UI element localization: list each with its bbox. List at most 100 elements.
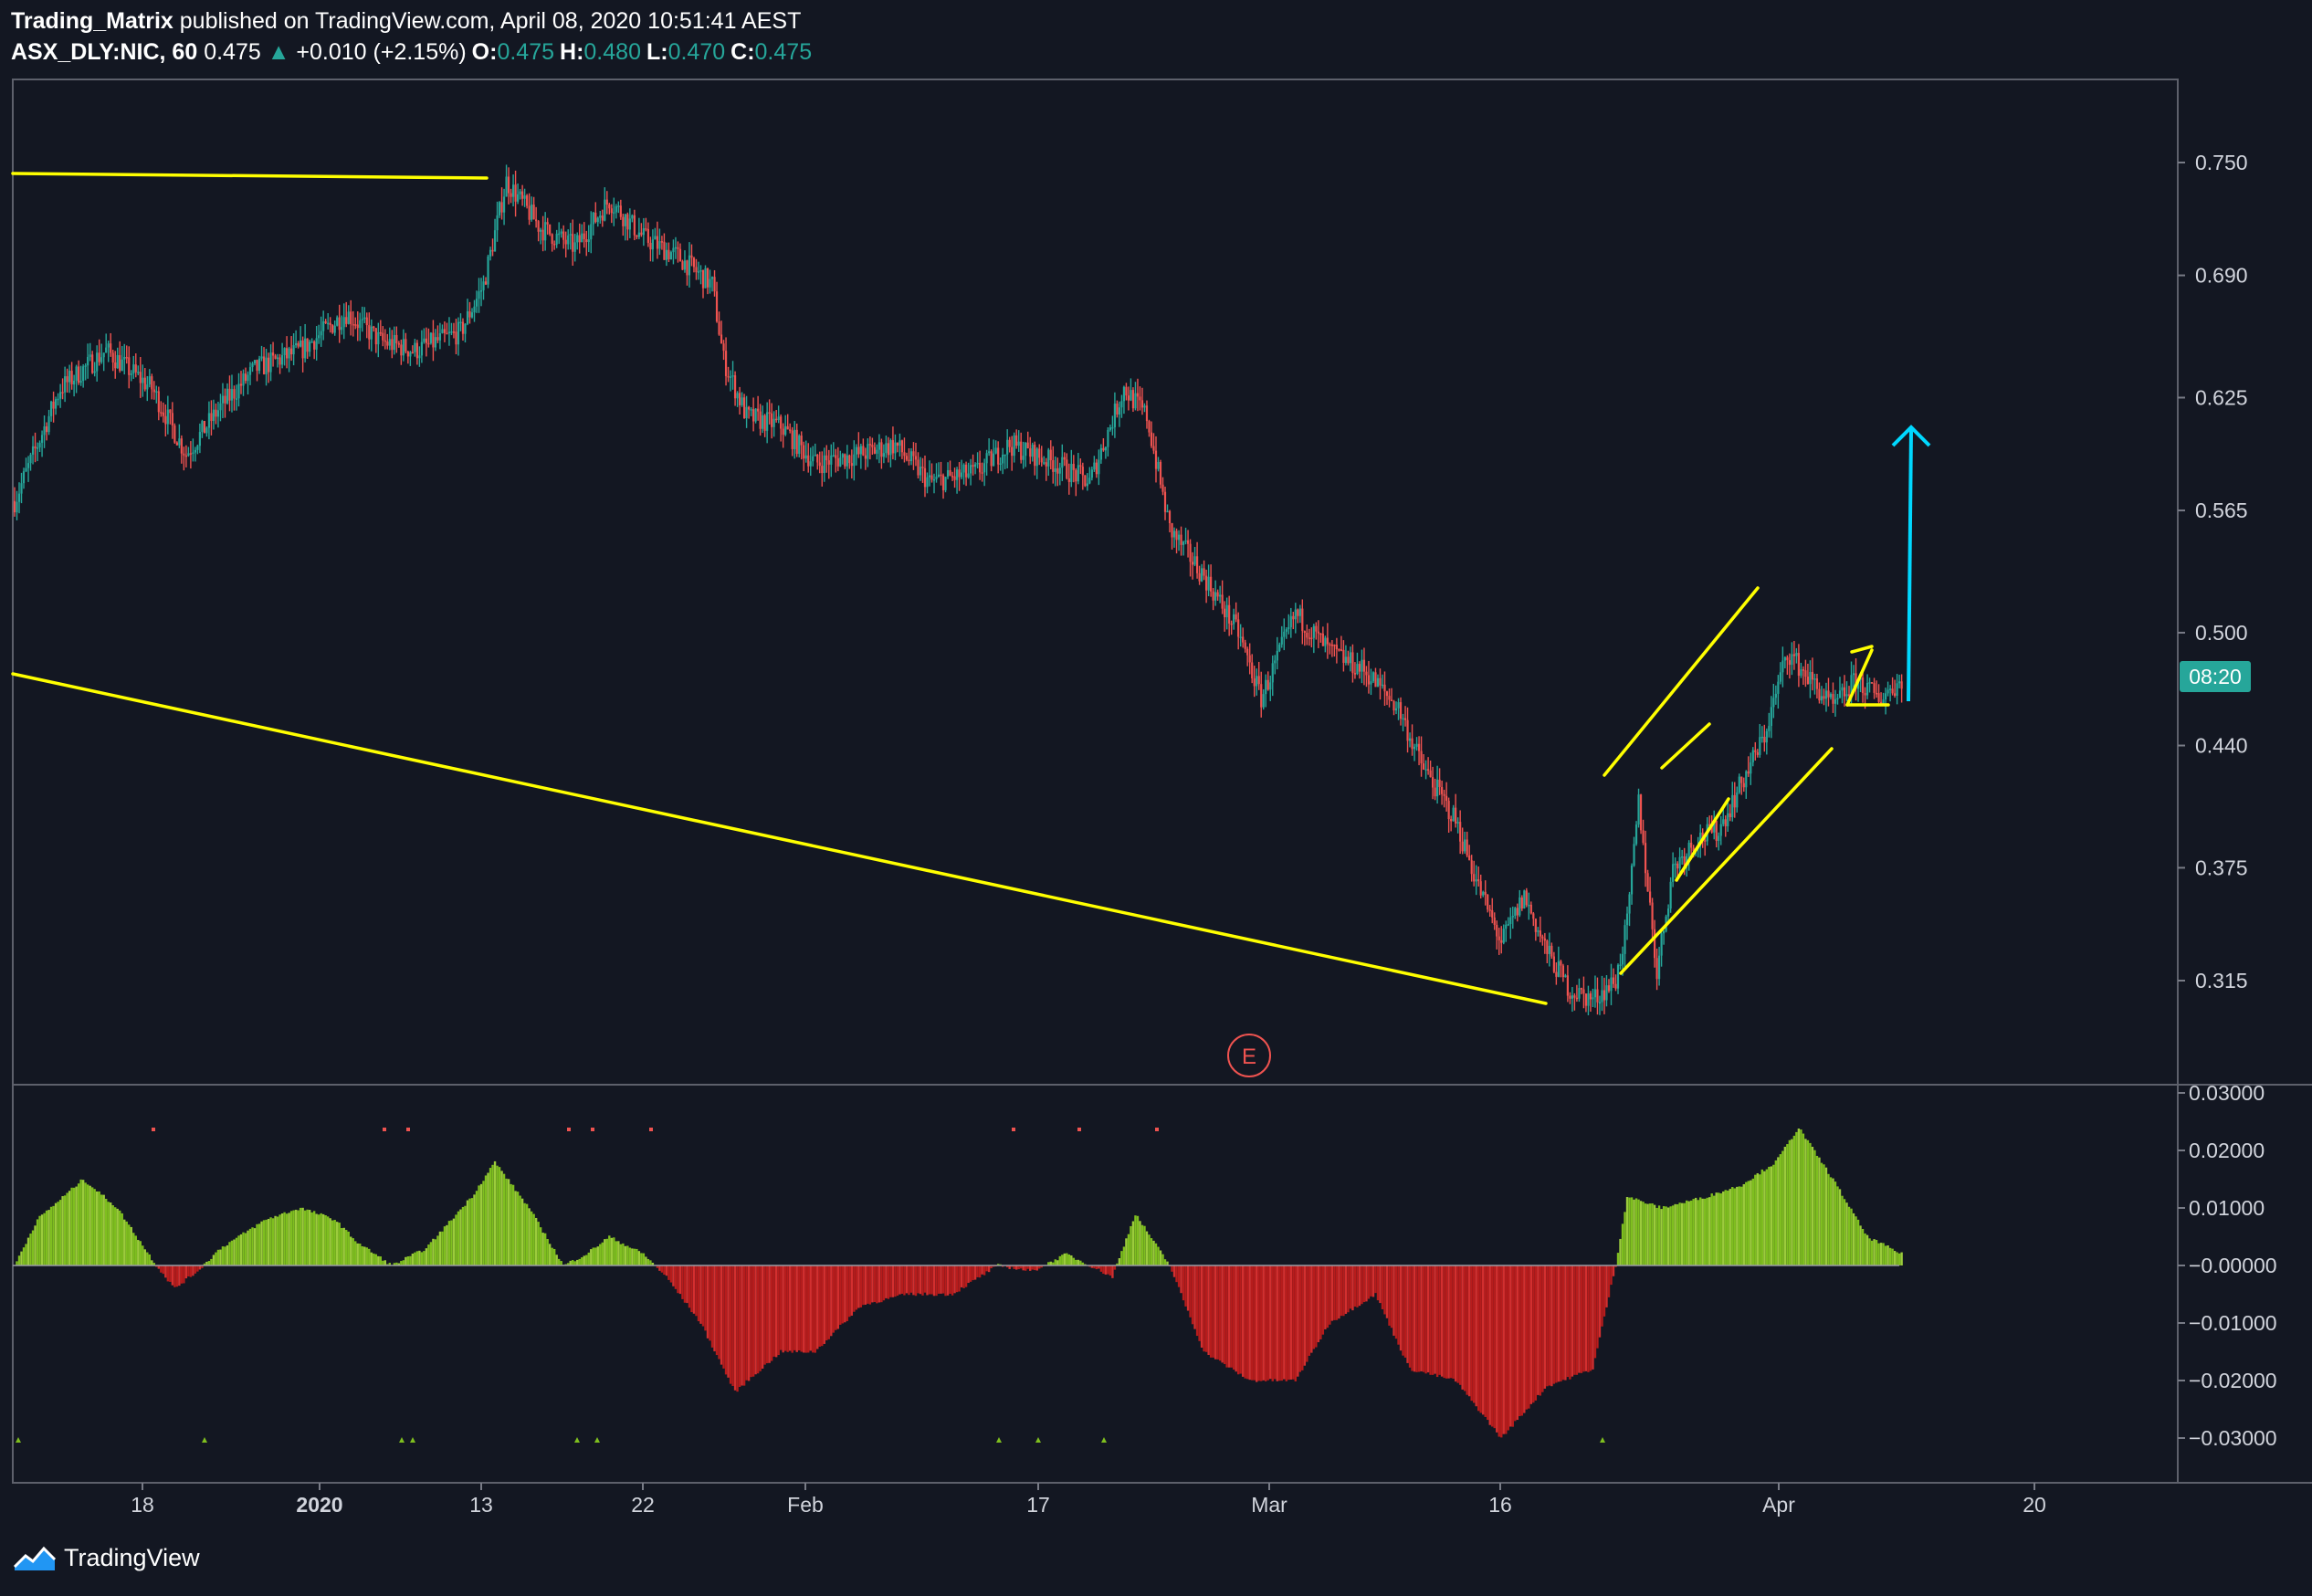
candle-body [1898, 681, 1901, 684]
candle-body [1634, 824, 1638, 845]
candle-body [110, 343, 112, 353]
candle-body [690, 255, 693, 258]
author-name[interactable]: Trading_Matrix [11, 8, 173, 34]
candle-body [1145, 405, 1149, 422]
oscillator-bar [1466, 1265, 1468, 1395]
candle-body [594, 212, 597, 223]
candle-body [1624, 925, 1626, 954]
candle-body [994, 447, 997, 454]
oscillator-bar [1657, 1205, 1661, 1265]
symbol-interval[interactable]: ASX_DLY:NIC, 60 [11, 39, 198, 65]
oscillator-bar [1697, 1200, 1699, 1265]
oscillator-bar [280, 1213, 284, 1265]
earnings-event-icon[interactable] [1227, 1034, 1271, 1077]
oscillator-bar [1838, 1189, 1842, 1265]
event-marker[interactable]: E [1227, 1034, 1271, 1077]
candle-body [667, 249, 670, 260]
candle-body [674, 247, 678, 249]
oscillator-bar [1477, 1265, 1480, 1412]
oscillator-bar [321, 1213, 325, 1265]
oscillator-bar [889, 1265, 892, 1297]
oscillator-bar [105, 1198, 108, 1265]
target-arrow-shaft [1907, 428, 1913, 702]
oscillator-bar [741, 1265, 743, 1386]
trendline-drawings[interactable] [11, 172, 1931, 1005]
oscillator-bar [1888, 1247, 1892, 1265]
oscillator-bar [1897, 1253, 1901, 1265]
candle-body [1727, 813, 1729, 826]
candle-body [152, 389, 155, 393]
oscillator-bar [1884, 1245, 1887, 1265]
candle-body [1171, 523, 1173, 538]
oscillator-bar [306, 1209, 309, 1265]
event-marker-label: E [1242, 1045, 1256, 1069]
oscillator-bar [1020, 1265, 1023, 1269]
candle-body [436, 337, 439, 341]
candle-body [1642, 830, 1645, 844]
oscillator-bar [783, 1265, 787, 1351]
candle-body [848, 455, 851, 464]
candle-body [601, 215, 604, 221]
candle-body [1582, 989, 1585, 994]
oscillator-bar [583, 1255, 585, 1265]
tradingview-logo[interactable]: TradingView [13, 1543, 200, 1572]
candle-body [292, 345, 295, 355]
candle-body [184, 455, 187, 457]
candle-body [990, 451, 993, 467]
oscillator-bar [1125, 1238, 1128, 1265]
oscillator-bar [285, 1213, 289, 1265]
oscillator-bar [1203, 1265, 1205, 1352]
candle-body [1399, 702, 1403, 719]
oscillator-bar [1676, 1203, 1679, 1265]
candle-body [221, 395, 225, 404]
oscillator-bar [84, 1182, 87, 1265]
candle-body [903, 452, 906, 457]
oscillator-bar [253, 1228, 257, 1265]
oscillator-bar [569, 1260, 572, 1265]
oscillator-bar [283, 1212, 286, 1265]
candle-body [47, 415, 50, 433]
oscillator-bar [859, 1265, 863, 1307]
candle-body [604, 199, 606, 221]
oscillator-bar [1017, 1265, 1020, 1270]
oscillator-bar [271, 1218, 275, 1265]
oscillator-bar [912, 1265, 915, 1296]
candle-body [1035, 448, 1038, 467]
oscillator-bar [1367, 1265, 1371, 1299]
oscillator-bar [1230, 1265, 1233, 1368]
oscillator-bar [825, 1265, 828, 1340]
oscillator-bar [151, 1260, 153, 1265]
oscillator-bar [511, 1184, 515, 1265]
candle-body [361, 319, 363, 320]
oscillator-bar [1362, 1265, 1366, 1303]
oscillator-bar [171, 1265, 174, 1286]
candle-body [633, 215, 636, 236]
oscillator-bar [210, 1258, 213, 1265]
candle-body [329, 322, 331, 326]
time-axis[interactable]: 18 2020 13 22 Feb 17 Mar 16 Apr 20 [131, 1483, 2046, 1517]
oscillator-bar [706, 1265, 709, 1339]
oscillator-bar [592, 1247, 594, 1265]
candle-body [937, 474, 941, 478]
oscillator-bar [930, 1265, 933, 1295]
oscillator-bar [125, 1221, 128, 1265]
oscillator-bar [720, 1265, 723, 1365]
price-tick-label: 0.625 [2195, 385, 2248, 409]
candle-body [1804, 670, 1807, 677]
oscillator-bar [1698, 1197, 1702, 1265]
oscillator-bar [1356, 1265, 1359, 1307]
oscillator-bar [548, 1244, 552, 1265]
oscillator-bar [409, 1255, 412, 1265]
oscillator-bar [155, 1265, 158, 1267]
candle-body [1420, 751, 1423, 764]
candle-body [137, 372, 140, 373]
oscillator-bar [192, 1265, 194, 1276]
candle-body [324, 320, 327, 323]
candle-body [1742, 782, 1745, 788]
oscillator-bar [868, 1265, 872, 1305]
oscillator-bar [727, 1265, 730, 1378]
oscillator-axis[interactable]: 0.030000.020000.01000−0.00000−0.01000−0.… [2178, 1081, 2277, 1450]
candle-body [359, 320, 362, 329]
